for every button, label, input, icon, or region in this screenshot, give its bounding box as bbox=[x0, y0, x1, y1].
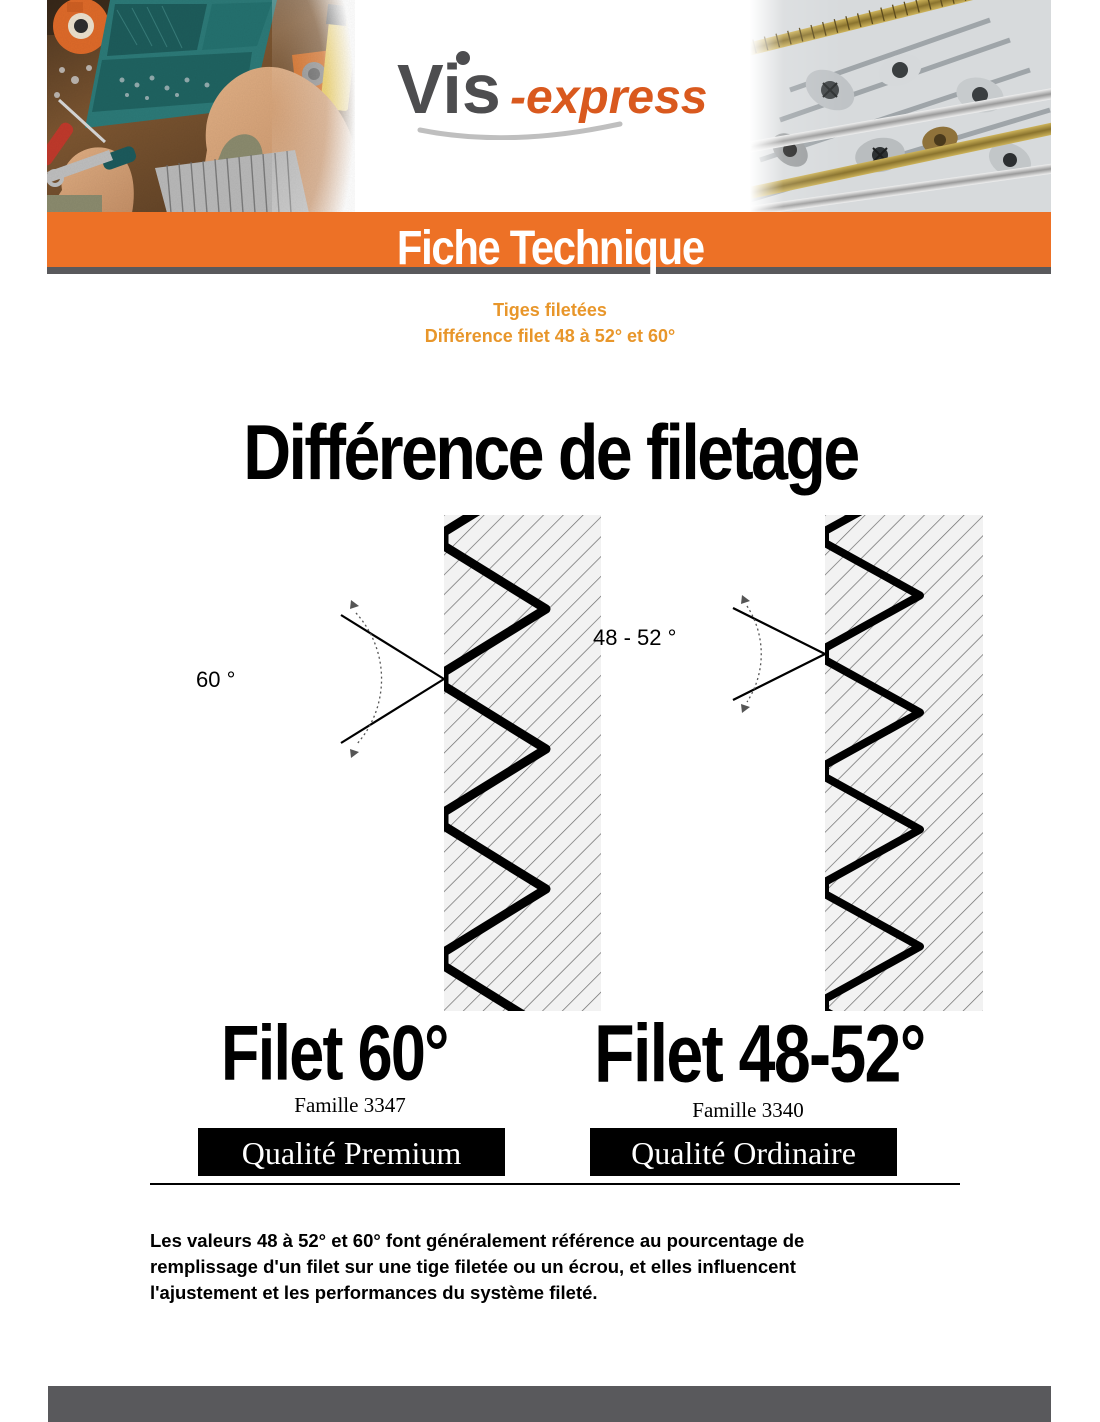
svg-text:-express: -express bbox=[510, 71, 707, 124]
svg-text:Vis: Vis bbox=[397, 50, 501, 128]
